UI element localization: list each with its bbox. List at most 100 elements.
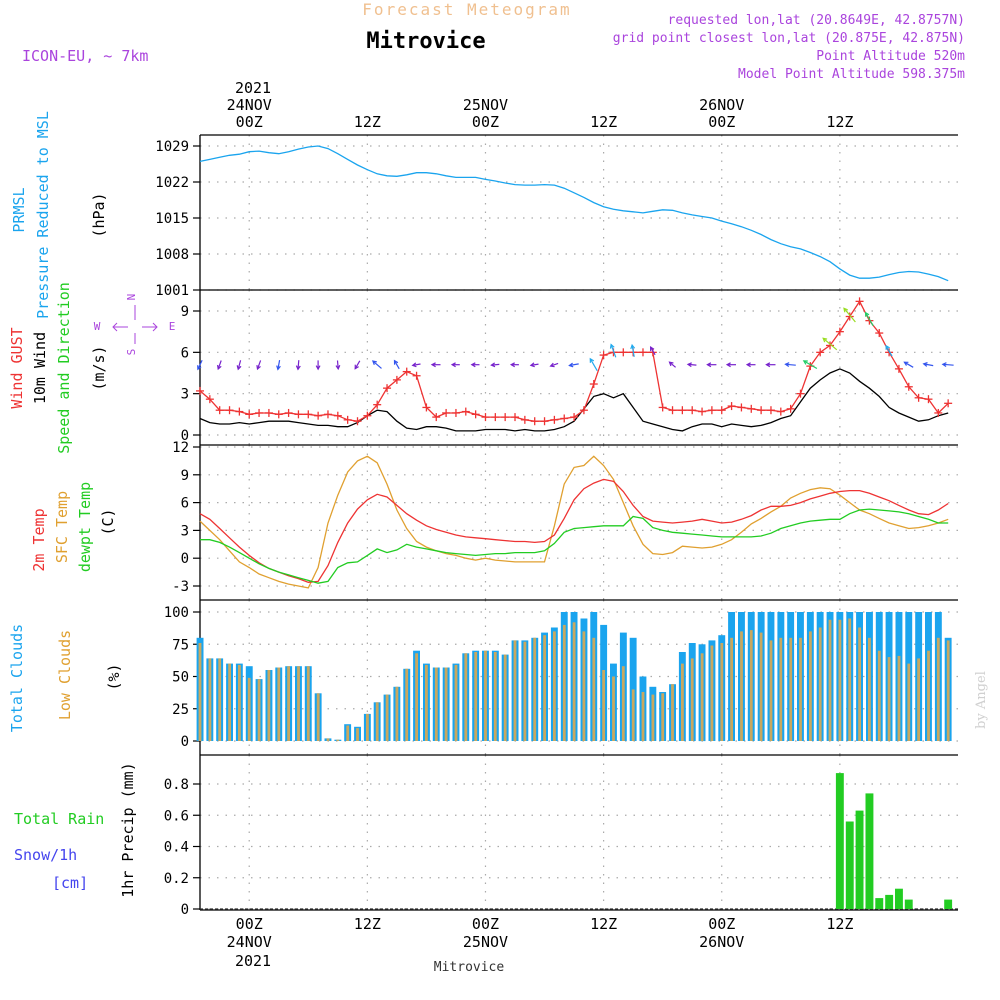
wind-arrow-12	[430, 362, 441, 368]
gust-point-41	[599, 351, 608, 360]
precip-tick-label-1: 0.6	[164, 808, 189, 824]
gust-point-38	[570, 413, 579, 422]
wind-arrow-30	[784, 362, 796, 367]
model-label: ICON-EU, ~ 7km	[22, 47, 148, 65]
rain-bar-0	[835, 773, 844, 909]
gust-point-67	[855, 297, 864, 306]
rain-bar-2	[855, 810, 864, 909]
clouds-tick-label-1: 75	[172, 637, 189, 653]
wind-arrow-8	[354, 360, 361, 370]
wind-arrow-3	[256, 360, 262, 371]
wind-arrow-10	[393, 359, 400, 370]
wind-arrow-35	[885, 344, 893, 357]
gust-point-37	[560, 414, 569, 423]
low-cloud-bar-76	[946, 640, 950, 741]
low-cloud-bar-20	[395, 686, 399, 741]
gust-point-30	[491, 413, 500, 422]
wind-arrow-2	[236, 360, 242, 371]
time-top-date-4: 26NOV	[699, 96, 744, 114]
watermark: by Angel	[974, 671, 989, 729]
rain-bar-5	[885, 894, 894, 909]
low-cloud-bar-59	[779, 637, 783, 741]
gust-point-3	[225, 406, 234, 415]
low-cloud-bar-34	[533, 637, 537, 741]
gust-point-57	[757, 406, 766, 415]
low-cloud-bar-52	[710, 645, 714, 741]
chart-series	[196, 145, 958, 910]
wind-arrow-28	[745, 362, 756, 368]
wind-tick-label-2: 3	[181, 387, 189, 403]
low-cloud-bar-30	[493, 652, 497, 741]
low-cloud-bar-37	[562, 624, 566, 741]
wind-arrow-36	[903, 361, 914, 368]
low-cloud-bar-21	[405, 668, 409, 741]
gust-point-5	[245, 410, 254, 419]
gust-point-71	[894, 364, 903, 373]
time-bottom-hour-2: 00Z	[472, 915, 499, 933]
precip-tick-label-0: 0.8	[164, 777, 189, 793]
bottom-year: 2021	[235, 952, 271, 970]
gust-point-15	[343, 415, 352, 424]
gust-point-14	[333, 411, 342, 420]
pressure-label-2: Pressure Reduced to MSL	[34, 111, 52, 319]
temp-panel-bg	[200, 445, 958, 600]
gust-point-69	[875, 329, 884, 338]
gust-point-70	[885, 348, 894, 357]
compass-w: W	[94, 320, 101, 333]
precip-ticks: 0.8 0.6 0.4 0.2 0	[164, 777, 200, 918]
gust-point-46	[648, 348, 657, 357]
low-cloud-bar-75	[936, 637, 940, 741]
wind-arrow-13	[450, 362, 460, 368]
rain-bar-6	[895, 888, 903, 909]
gust-point-26	[451, 408, 460, 417]
gust-point-21	[402, 367, 411, 376]
cloud-bars	[196, 612, 952, 742]
bottom-title: Mitrovice	[434, 960, 505, 975]
temp-label-dewpt: dewpt Temp	[76, 482, 94, 572]
gust-point-43	[619, 348, 628, 357]
compass-lines	[112, 305, 158, 344]
temp-tick-label-5: -3	[172, 579, 189, 595]
gust-point-74	[924, 395, 933, 404]
time-bottom-date-0: 24NOV	[227, 933, 272, 951]
low-cloud-bar-8	[277, 667, 281, 741]
gust-point-4	[235, 407, 244, 416]
clouds-labels: Total Clouds Low Clouds (%)	[8, 624, 123, 732]
temp-label-2m: 2m Temp	[30, 508, 48, 571]
gust-point-29	[481, 413, 490, 422]
gust-point-58	[766, 406, 775, 415]
pressure-tick-label-3: 1008	[155, 247, 189, 263]
wind-tick-label-1: 6	[181, 345, 189, 361]
gust-point-19	[383, 384, 392, 393]
low-cloud-bar-53	[720, 643, 724, 741]
gust-point-6	[255, 408, 264, 417]
gust-point-32	[511, 413, 520, 422]
precip-label-cm: [cm]	[52, 874, 88, 892]
low-cloud-bar-14	[336, 739, 340, 741]
pressure-label-1: PRMSL	[10, 187, 28, 232]
pressure-labels: PRMSL Pressure Reduced to MSL (hPa)	[10, 111, 108, 319]
low-cloud-bar-43	[621, 666, 625, 741]
low-cloud-bar-33	[523, 641, 527, 741]
time-top-hour-4: 00Z	[708, 113, 735, 131]
clouds-label-total: Total Clouds	[8, 624, 26, 732]
low-cloud-bar-2	[218, 658, 222, 741]
wind-arrow-31	[802, 360, 818, 370]
precip-unit: 1hr Precip (mm)	[119, 762, 137, 897]
low-cloud-bar-17	[366, 713, 369, 741]
low-cloud-bar-5	[247, 677, 251, 741]
low-cloud-bar-29	[484, 650, 487, 741]
gust-point-65	[835, 327, 844, 336]
gust-point-22	[412, 371, 421, 380]
wind-arrow-15	[490, 362, 500, 368]
clouds-label-low: Low Clouds	[56, 630, 74, 720]
gust-point-56	[747, 404, 756, 413]
wind-arrow-37	[922, 362, 934, 367]
closest-coords: grid point closest lon,lat (20.875E, 42.…	[613, 31, 965, 46]
time-top-hour-0: 00Z	[236, 113, 263, 131]
low-cloud-bar-67	[858, 627, 861, 741]
wind-label-speed-dir: Speed and Direction	[55, 282, 73, 454]
low-cloud-bar-42	[612, 676, 615, 741]
low-cloud-bar-39	[582, 631, 586, 741]
gust-point-35	[540, 417, 549, 426]
